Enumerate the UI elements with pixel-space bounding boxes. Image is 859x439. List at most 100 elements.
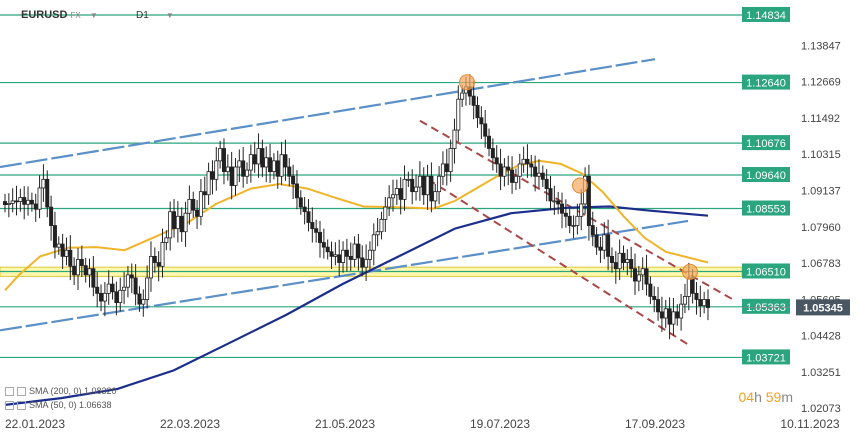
candle-body	[287, 166, 292, 177]
level-price-label: 1.10676	[746, 138, 786, 150]
candle-body	[10, 200, 15, 204]
candle-body	[483, 123, 488, 137]
candle-body	[506, 166, 511, 171]
candle-body	[356, 243, 361, 259]
candle-body	[425, 175, 430, 196]
settings-icon[interactable]	[5, 400, 14, 410]
candle-body	[291, 175, 296, 185]
candle-body	[383, 206, 388, 220]
y-tick-label: 1.11492	[801, 113, 840, 125]
candle-body	[490, 148, 495, 159]
candle-body	[444, 163, 449, 173]
candle-body	[129, 274, 134, 279]
y-tick-label: 1.13847	[801, 40, 841, 52]
candle-body	[87, 268, 92, 276]
candle-body	[99, 292, 104, 302]
descending-channel-line[interactable]	[419, 119, 734, 301]
candle-body	[360, 257, 365, 268]
candle-body	[433, 191, 438, 202]
legend-sma50[interactable]: SMA (50, 0) 1.06638	[5, 400, 112, 410]
candle-body	[410, 178, 415, 193]
candle-body	[475, 104, 480, 119]
countdown-minutes: 59	[765, 389, 782, 405]
candle-body	[95, 286, 100, 294]
countdown-hours-unit: h	[754, 389, 762, 405]
candle-body	[275, 160, 280, 177]
candle-body	[302, 206, 307, 213]
level-price-tag	[742, 263, 790, 279]
candle-body	[114, 291, 119, 304]
candle-countdown: 04h 59m	[738, 389, 793, 405]
candle-body	[375, 231, 380, 236]
x-tick-label: 22.03.2023	[160, 417, 220, 431]
candle-body	[533, 166, 538, 177]
chevron-down-icon[interactable]: ▼	[89, 11, 98, 20]
candle-body	[448, 148, 453, 173]
candle-body	[594, 234, 599, 248]
candle-body	[22, 197, 27, 205]
candle-body	[110, 283, 115, 293]
level-price-label: 1.05363	[746, 302, 786, 314]
marked-point[interactable]	[682, 263, 698, 280]
candle-body	[513, 175, 518, 183]
level-price-label: 1.12640	[746, 78, 786, 90]
chevron-down-icon[interactable]: ▼	[165, 11, 174, 20]
timeframe-selector[interactable]: D1 ▼	[136, 9, 174, 21]
candle-body	[45, 178, 50, 208]
sma200-line[interactable]	[4, 205, 709, 406]
current-price-label: 1.05345	[803, 302, 843, 314]
level-price-tag	[742, 349, 790, 365]
candle-body	[540, 172, 545, 180]
level-price-label: 1.08553	[746, 204, 786, 216]
candle-body	[279, 154, 284, 177]
candle-body	[14, 200, 19, 203]
candle-body	[352, 243, 357, 260]
candle-body	[667, 308, 672, 325]
y-tick-label: 1.03251	[801, 367, 841, 379]
candle-body	[318, 231, 323, 243]
candle-body	[579, 203, 584, 217]
candle-body	[706, 299, 711, 308]
channel-trend-line[interactable]	[0, 58, 656, 169]
candle-body	[333, 254, 338, 257]
x-tick-label: 17.09.2023	[625, 417, 685, 431]
candle-body	[229, 166, 234, 186]
candle-body	[271, 160, 276, 173]
visibility-icon[interactable]	[17, 386, 26, 396]
candle-body	[521, 158, 526, 165]
candle-body	[256, 148, 261, 165]
visibility-icon[interactable]	[17, 400, 26, 410]
candle-body	[617, 252, 622, 270]
candle-body	[563, 212, 568, 217]
legend-sma200-label: SMA (200, 0) 1.08320	[29, 386, 117, 396]
candle-body	[41, 178, 46, 189]
candle-body	[298, 197, 303, 208]
candle-body	[183, 212, 188, 233]
marked-point[interactable]	[459, 74, 475, 91]
candle-body	[663, 308, 668, 319]
candle-body	[367, 249, 372, 260]
candle-body	[586, 175, 591, 226]
symbol-selector[interactable]: EURUSD FX ▼	[21, 9, 98, 21]
candle-body	[245, 169, 250, 177]
marked-point[interactable]	[572, 177, 588, 194]
candle-body	[656, 299, 661, 313]
candle-body	[141, 299, 146, 305]
settings-icon[interactable]	[5, 386, 14, 396]
candle-body	[525, 158, 530, 165]
y-tick-label: 1.10315	[801, 149, 841, 161]
candle-body	[460, 92, 465, 100]
candle-body	[348, 255, 353, 260]
candle-body	[402, 178, 407, 200]
candle-body	[187, 198, 192, 214]
candle-body	[26, 199, 31, 205]
candle-body	[560, 203, 565, 214]
legend-sma200[interactable]: SMA (200, 0) 1.08320	[5, 386, 117, 396]
channel-trend-line[interactable]	[0, 219, 689, 332]
candle-body	[221, 148, 226, 173]
candle-body	[437, 175, 442, 193]
level-price-tag	[742, 74, 790, 90]
candle-body	[168, 211, 173, 239]
candle-body	[598, 246, 603, 251]
